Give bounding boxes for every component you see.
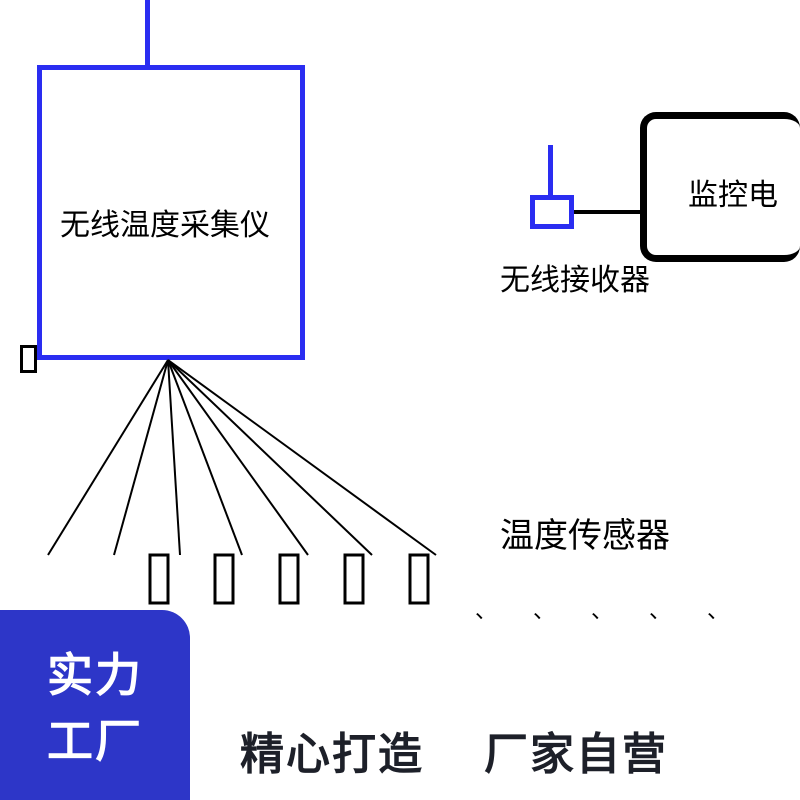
bottom-text-1: 精心打造 [240, 718, 424, 782]
badge-line2: 工厂 [47, 705, 143, 771]
sensor-label: 温度传感器 [500, 508, 670, 557]
receiver-label: 无线接收器 [500, 255, 650, 299]
svg-text:、: 、 [707, 598, 729, 623]
bottom-text-2: 厂家自营 [484, 718, 668, 782]
svg-text:、: 、 [591, 598, 613, 623]
svg-text:、: 、 [475, 598, 497, 623]
collector-label: 无线温度采集仪 [60, 200, 270, 244]
svg-text:、: 、 [533, 598, 555, 623]
monitor-label: 监控电 [688, 170, 778, 214]
svg-text:、: 、 [649, 598, 671, 623]
promo-badge: 实力 工厂 [0, 610, 190, 800]
diagram-canvas: 无线温度采集仪 无线接收器 监控电 温度传感器 、 、 、 、 、 实力 工厂 精心打造… [0, 0, 800, 800]
badge-line1: 实力 [47, 639, 143, 705]
bottom-texts: 精心打造 厂家自营 [240, 718, 668, 782]
